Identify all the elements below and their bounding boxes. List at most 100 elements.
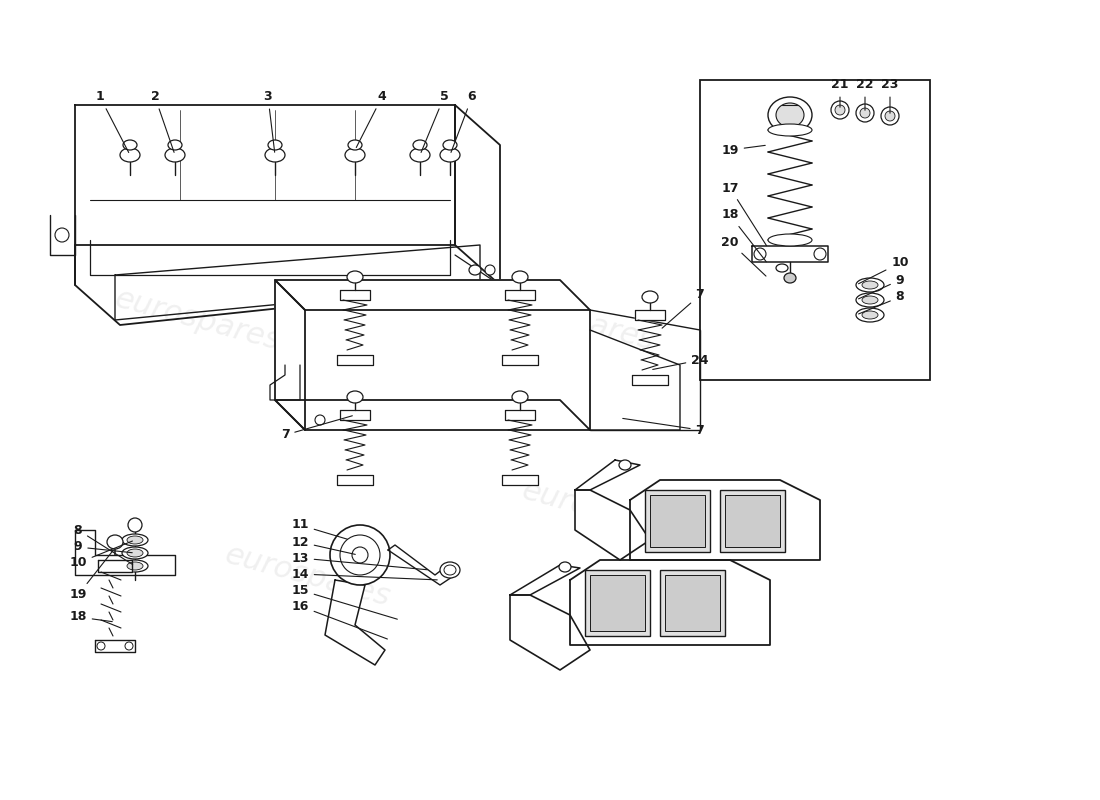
Text: 10: 10 — [69, 541, 132, 570]
Polygon shape — [275, 280, 305, 430]
Ellipse shape — [107, 535, 123, 549]
Ellipse shape — [856, 104, 875, 122]
Ellipse shape — [469, 265, 481, 275]
Ellipse shape — [835, 105, 845, 115]
Text: 5: 5 — [421, 90, 449, 153]
Text: 9: 9 — [74, 541, 132, 554]
Ellipse shape — [856, 293, 884, 307]
Ellipse shape — [862, 281, 878, 289]
Ellipse shape — [120, 148, 140, 162]
Text: 21: 21 — [832, 78, 849, 107]
Ellipse shape — [814, 248, 826, 260]
Polygon shape — [324, 580, 385, 665]
Text: 17: 17 — [722, 182, 767, 246]
Ellipse shape — [830, 101, 849, 119]
Text: 9: 9 — [858, 274, 904, 299]
Ellipse shape — [512, 271, 528, 283]
Polygon shape — [502, 355, 538, 365]
Polygon shape — [75, 530, 175, 575]
Polygon shape — [98, 560, 132, 572]
Bar — [585, 570, 650, 636]
Text: 7: 7 — [280, 416, 352, 442]
Text: 18: 18 — [722, 209, 767, 262]
Bar — [725, 495, 780, 547]
Ellipse shape — [440, 562, 460, 578]
Text: 3: 3 — [264, 90, 275, 152]
Polygon shape — [510, 565, 580, 595]
Ellipse shape — [444, 565, 456, 575]
Ellipse shape — [754, 248, 766, 260]
Text: 19: 19 — [722, 143, 766, 157]
Ellipse shape — [315, 415, 324, 425]
Ellipse shape — [440, 148, 460, 162]
Polygon shape — [505, 290, 535, 300]
Ellipse shape — [776, 264, 788, 272]
Polygon shape — [502, 475, 538, 485]
Ellipse shape — [768, 97, 812, 133]
Bar — [700, 80, 930, 380]
Text: 11: 11 — [292, 518, 348, 539]
Ellipse shape — [485, 265, 495, 275]
Text: 8: 8 — [859, 290, 904, 314]
Ellipse shape — [352, 547, 368, 563]
Ellipse shape — [97, 642, 104, 650]
Text: 22: 22 — [856, 78, 873, 110]
Bar — [590, 575, 645, 631]
Text: 19: 19 — [69, 550, 113, 602]
Bar — [666, 575, 720, 631]
Text: 2: 2 — [151, 90, 174, 152]
Ellipse shape — [886, 111, 895, 121]
Ellipse shape — [768, 234, 812, 246]
Polygon shape — [505, 410, 535, 420]
Ellipse shape — [126, 562, 143, 570]
Ellipse shape — [881, 107, 899, 125]
Polygon shape — [95, 640, 135, 652]
Ellipse shape — [862, 296, 878, 304]
Ellipse shape — [125, 642, 133, 650]
Ellipse shape — [784, 273, 796, 283]
Ellipse shape — [265, 148, 285, 162]
Ellipse shape — [122, 547, 149, 559]
Circle shape — [330, 525, 390, 585]
Text: 18: 18 — [69, 610, 112, 623]
Circle shape — [340, 535, 379, 575]
Polygon shape — [752, 246, 828, 262]
Ellipse shape — [410, 148, 430, 162]
Ellipse shape — [168, 140, 182, 150]
Bar — [650, 495, 705, 547]
Text: 7: 7 — [623, 418, 704, 437]
Polygon shape — [340, 290, 370, 300]
Text: 20: 20 — [722, 235, 766, 276]
Ellipse shape — [642, 291, 658, 303]
Text: eurospares: eurospares — [486, 284, 658, 356]
Text: 23: 23 — [881, 78, 899, 114]
Ellipse shape — [128, 518, 142, 532]
Polygon shape — [275, 280, 590, 310]
Text: 4: 4 — [356, 90, 386, 147]
Text: 6: 6 — [451, 90, 476, 153]
Ellipse shape — [860, 108, 870, 118]
Polygon shape — [388, 545, 455, 585]
Text: 15: 15 — [292, 583, 397, 619]
Text: 13: 13 — [292, 551, 427, 570]
Polygon shape — [340, 410, 370, 420]
Text: eurospares: eurospares — [519, 476, 691, 548]
Text: 16: 16 — [292, 599, 387, 639]
Bar — [645, 490, 710, 552]
Ellipse shape — [346, 271, 363, 283]
Ellipse shape — [126, 549, 143, 557]
Text: 10: 10 — [858, 257, 909, 284]
Polygon shape — [590, 330, 680, 430]
Ellipse shape — [55, 228, 69, 242]
Polygon shape — [510, 595, 590, 670]
Bar — [720, 490, 785, 552]
Ellipse shape — [122, 560, 149, 572]
Ellipse shape — [512, 391, 528, 403]
Polygon shape — [632, 375, 668, 385]
Ellipse shape — [856, 278, 884, 292]
Ellipse shape — [412, 140, 427, 150]
Ellipse shape — [619, 460, 631, 470]
Ellipse shape — [862, 311, 878, 319]
Text: 14: 14 — [292, 567, 437, 581]
Ellipse shape — [776, 103, 804, 127]
